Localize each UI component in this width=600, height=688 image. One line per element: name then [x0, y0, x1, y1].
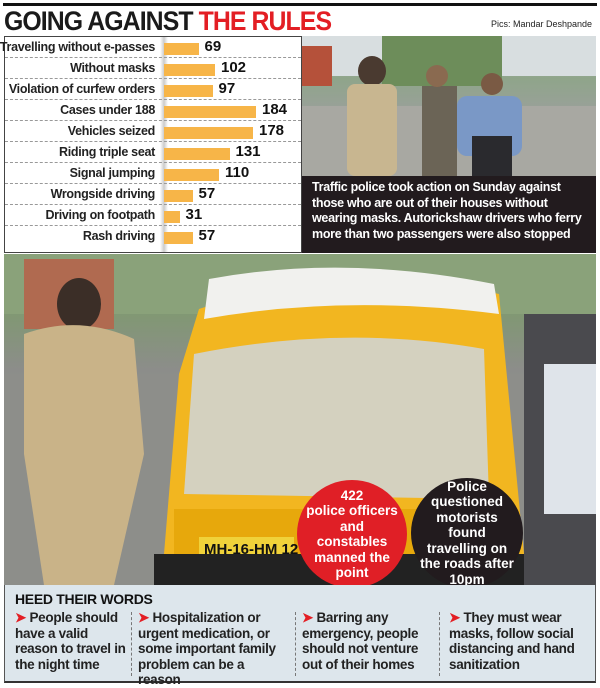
- value-label: 97: [218, 80, 236, 97]
- value-label: 57: [198, 185, 216, 202]
- heed-item-text: Barring any emergency, people should not…: [302, 610, 419, 672]
- category-label: Driving on footpath: [45, 208, 155, 222]
- motorists-text: Police questioned motorists found travel…: [420, 478, 514, 587]
- category-label: Cases under 188: [60, 103, 155, 117]
- top-rule: [3, 3, 597, 6]
- heed-item: ➤ They must wear masks, follow social di…: [449, 610, 584, 672]
- chart-row: Signal jumping 110: [5, 163, 301, 184]
- category-label: Vehicles seized: [67, 124, 156, 138]
- headline-red: THE RULES: [198, 6, 332, 36]
- heed-item: ➤ People should have a valid reason to t…: [15, 610, 130, 672]
- chevron-right-icon: ➤: [15, 610, 30, 625]
- bar: [164, 190, 193, 202]
- category-label: Rash driving: [82, 229, 155, 243]
- headline: GOING AGAINST THE RULES: [4, 6, 332, 37]
- officers-count: 422: [340, 487, 364, 503]
- violations-bar-chart: Travelling without e-passes 69 Without mas…: [0, 36, 302, 253]
- bar: [164, 85, 213, 97]
- photo-traffic-police: [302, 36, 596, 176]
- rickshaw-plate: MH-16-HM 12: [204, 541, 298, 558]
- photo-credit: Pics: Mandar Deshpande: [490, 19, 592, 29]
- divider: [439, 612, 440, 676]
- category-label: Violation of curfew orders: [8, 82, 155, 96]
- bar: [164, 148, 230, 160]
- chevron-right-icon: ➤: [138, 610, 153, 625]
- value-label: 184: [262, 101, 288, 118]
- value-label: 31: [185, 206, 203, 223]
- bar: [164, 211, 180, 223]
- category-label: Signal jumping: [69, 166, 156, 180]
- officers-callout: 422 police officers and constables manned…: [297, 480, 407, 588]
- heed-item: ➤ Hospitalization or urgent medication, …: [138, 610, 288, 688]
- heed-item-text: People should have a valid reason to tra…: [15, 610, 126, 672]
- category-label: Travelling without e-passes: [0, 40, 155, 54]
- heed-item-text: They must wear masks, follow social dist…: [449, 610, 575, 672]
- category-label: Without masks: [70, 61, 155, 75]
- value-label: 102: [221, 59, 247, 76]
- chart-row: Riding triple seat 131: [5, 142, 301, 163]
- chart-row: Rash driving 57: [5, 226, 301, 247]
- chevron-right-icon: ➤: [302, 610, 317, 625]
- bar: [164, 169, 219, 181]
- officers-text: police officers and constables manned th…: [306, 503, 398, 580]
- chart-row: Violation of curfew orders 97: [5, 79, 301, 100]
- bar: [164, 106, 256, 118]
- chart-row: Vehicles seized 178: [5, 121, 301, 142]
- photo-caption: Traffic police took action on Sunday aga…: [302, 176, 596, 253]
- value-label: 131: [235, 143, 261, 160]
- category-label: Wrongside driving: [50, 187, 156, 201]
- headline-black: GOING AGAINST: [4, 6, 194, 36]
- motorists-callout: Police questioned motorists found travel…: [411, 478, 523, 588]
- value-label: 57: [198, 227, 216, 244]
- chevron-right-icon: ➤: [449, 610, 464, 625]
- fold-shade: [160, 37, 168, 252]
- heed-item-text: Hospitalization or urgent medication, or…: [138, 610, 276, 687]
- chart-row: Wrongside driving 57: [5, 184, 301, 205]
- category-label: Riding triple seat: [58, 145, 155, 159]
- divider: [131, 612, 132, 676]
- value-label: 178: [259, 122, 285, 139]
- heed-item: ➤ Barring any emergency, people should n…: [302, 610, 427, 672]
- heed-their-words-panel: HEED THEIR WORDS ➤ People should have a …: [4, 585, 596, 687]
- divider: [295, 612, 296, 676]
- heed-title: HEED THEIR WORDS: [15, 591, 153, 607]
- value-label: 69: [204, 38, 222, 55]
- value-label: 110: [225, 164, 250, 181]
- chart-row: Without masks 102: [5, 58, 301, 79]
- bar: [164, 232, 193, 244]
- chart-row: Travelling without e-passes 69: [0, 37, 301, 58]
- photo-traffic-police-illustration: [302, 36, 596, 176]
- bar: [164, 43, 199, 55]
- chart-row: Driving on footpath 31: [5, 205, 301, 226]
- bar: [164, 64, 215, 76]
- chart-row: Cases under 188 184: [5, 100, 301, 121]
- bar: [164, 127, 253, 139]
